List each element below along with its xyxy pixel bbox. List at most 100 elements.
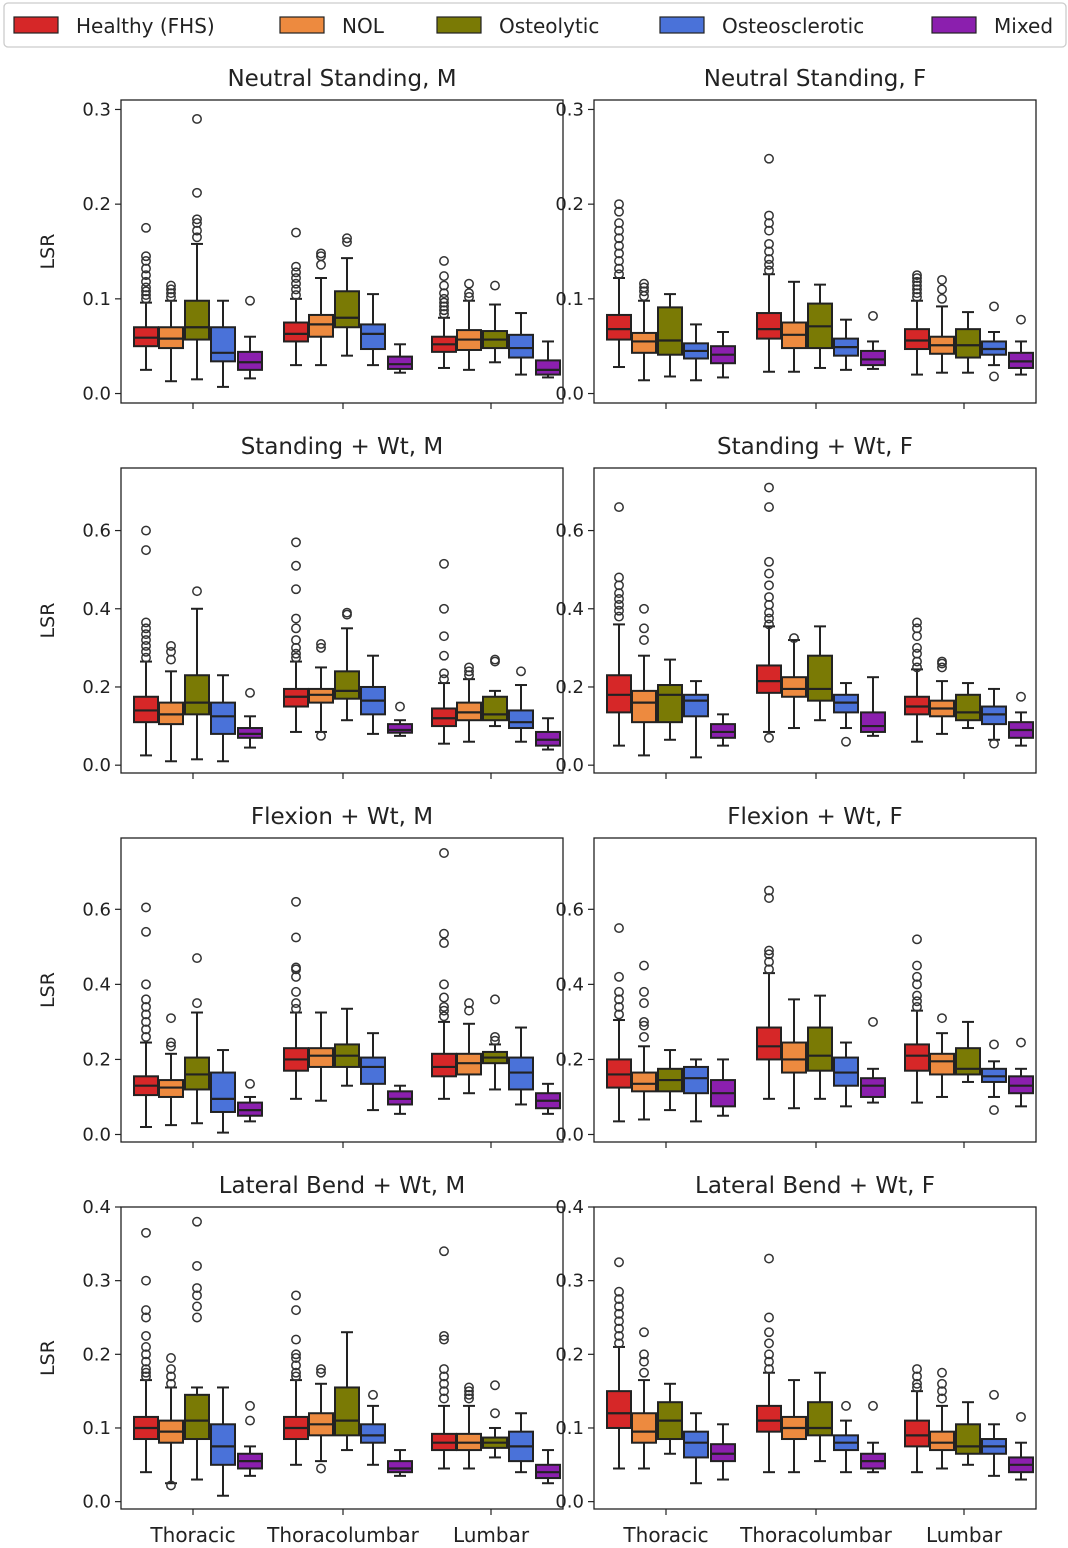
outlier-point xyxy=(245,687,255,698)
outlier-point xyxy=(614,986,624,997)
outlier-point xyxy=(141,646,151,657)
outlier-point xyxy=(614,263,624,274)
box-healthy-fhs-thoracolumbar xyxy=(283,537,309,733)
outlier-point xyxy=(141,1371,151,1382)
outlier-point xyxy=(141,1367,151,1378)
outlier-point xyxy=(490,994,500,1005)
box-osteosclerotic-lumbar xyxy=(508,666,534,743)
box-nol-lumbar xyxy=(929,656,955,735)
y-tick-label: 0.2 xyxy=(82,194,111,215)
box-body xyxy=(929,1052,955,1076)
panel-neutral-standing-m: Neutral Standing, M LSR 0.0 0.1 0.2 0.3 xyxy=(37,66,564,409)
outlier-point xyxy=(1016,1037,1026,1048)
box-nol-thoracic xyxy=(158,280,184,383)
outlier-point xyxy=(166,640,176,651)
box-healthy-fhs-thoracic xyxy=(133,525,159,757)
outlier-point xyxy=(464,998,474,1009)
outlier-point xyxy=(439,1005,449,1016)
box-healthy-fhs-thoracic xyxy=(133,222,159,371)
box-mixed-lumbar xyxy=(535,340,561,379)
box-osteolytic-thoracic xyxy=(184,953,210,1125)
box-body xyxy=(606,313,632,341)
box-mixed-thoracic xyxy=(710,713,736,747)
outlier-point xyxy=(141,1016,151,1027)
box-nol-lumbar xyxy=(456,1382,482,1470)
outlier-point xyxy=(439,305,449,316)
box-body xyxy=(756,664,782,694)
outlier-point xyxy=(989,1389,999,1400)
outlier-point xyxy=(912,280,922,291)
plot-frame xyxy=(120,1206,564,1510)
outlier-point xyxy=(464,1386,474,1397)
outlier-point xyxy=(490,1380,500,1391)
box-osteosclerotic-thoracolumbar xyxy=(833,1400,859,1474)
x-tick-label-lumbar: Lumbar xyxy=(453,1523,530,1547)
outlier-point xyxy=(490,654,500,665)
box-osteosclerotic-lumbar xyxy=(981,1039,1007,1116)
outlier-point xyxy=(912,270,922,281)
outlier-point xyxy=(912,623,922,634)
box-body xyxy=(781,676,807,698)
box-nol-thoracolumbar xyxy=(781,998,807,1110)
box-body xyxy=(955,1047,981,1076)
box-body xyxy=(631,1071,657,1093)
outlier-point xyxy=(614,1301,624,1312)
box-body xyxy=(334,1386,360,1437)
outlier-point xyxy=(639,1016,649,1027)
outlier-point xyxy=(868,1016,878,1027)
plot-frame xyxy=(593,1206,1037,1510)
box-mixed-thoracic xyxy=(710,1423,736,1481)
box-body xyxy=(360,1423,386,1444)
box-osteosclerotic-lumbar xyxy=(981,687,1007,749)
outlier-point xyxy=(166,1041,176,1052)
box-body xyxy=(308,1047,334,1068)
box-body xyxy=(210,1423,236,1466)
outlier-point xyxy=(245,1415,255,1426)
legend-entry-osteolytic: Osteolytic xyxy=(436,14,599,38)
box-osteosclerotic-thoracic xyxy=(683,1412,709,1485)
y-axis-label: LSR xyxy=(37,603,59,639)
box-healthy-fhs-thoracolumbar xyxy=(756,1253,782,1474)
panel-title: Flexion + Wt, F xyxy=(727,804,903,830)
y-tick-label: 0.3 xyxy=(82,1271,111,1292)
box-healthy-fhs-lumbar xyxy=(431,256,457,369)
y-tick-label: 0.3 xyxy=(555,99,584,120)
outlier-point xyxy=(937,1378,947,1389)
outlier-point xyxy=(764,568,774,579)
outlier-point xyxy=(614,1257,624,1268)
x-tick-label-lumbar: Lumbar xyxy=(926,1523,1003,1547)
outlier-point xyxy=(291,1334,301,1345)
box-mixed-thoracolumbar xyxy=(387,701,413,737)
outlier-point xyxy=(937,1367,947,1378)
box-osteolytic-lumbar xyxy=(482,280,508,364)
outlier-point xyxy=(166,1480,176,1491)
outlier-point xyxy=(141,256,151,266)
box-osteosclerotic-thoracolumbar xyxy=(833,682,859,747)
y-tick-label: 0.2 xyxy=(555,677,584,698)
legend-swatch xyxy=(659,16,705,34)
outlier-point xyxy=(614,248,624,259)
outlier-point xyxy=(490,280,500,291)
y-tick-label: 0.2 xyxy=(82,677,111,698)
outlier-point xyxy=(1016,691,1026,702)
outlier-point xyxy=(316,730,326,741)
box-mixed-thoracolumbar xyxy=(860,1400,886,1474)
box-body xyxy=(606,1390,632,1429)
outlier-point xyxy=(764,949,774,960)
outlier-point xyxy=(192,214,202,225)
x-tick-label-thoracolumbar: Thoracolumbar xyxy=(739,1523,893,1547)
box-mixed-thoracolumbar xyxy=(860,310,886,370)
outlier-point xyxy=(764,153,774,164)
outlier-point xyxy=(439,1246,449,1257)
outlier-point xyxy=(937,662,947,673)
box-body xyxy=(860,711,886,733)
box-mixed-thoracic xyxy=(237,1078,263,1123)
box-body xyxy=(360,1056,386,1085)
outlier-point xyxy=(764,619,774,630)
outlier-point xyxy=(764,893,774,903)
box-osteolytic-thoracolumbar xyxy=(807,625,833,722)
outlier-point xyxy=(291,284,301,295)
outlier-point xyxy=(912,1378,922,1389)
outlier-point xyxy=(639,1020,649,1031)
box-nol-lumbar xyxy=(929,1013,955,1098)
